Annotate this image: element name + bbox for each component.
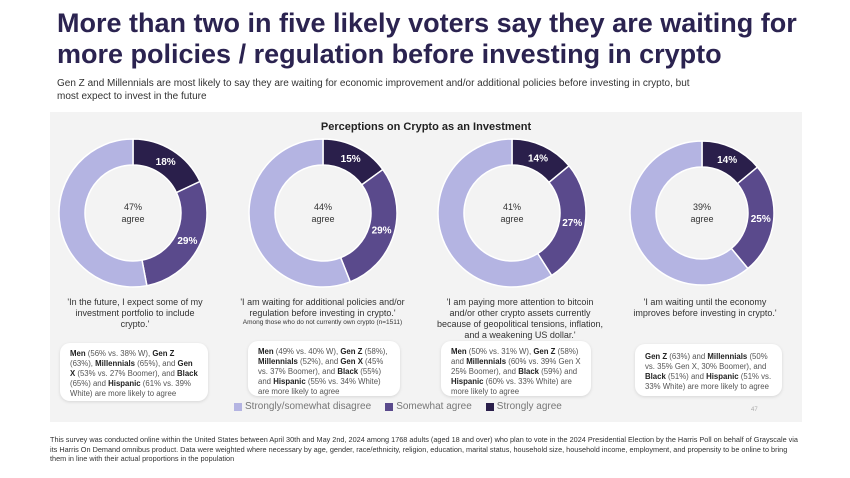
box-text: (51% vs. 33% White) are more likely to a…: [645, 372, 772, 391]
box-text: Hispanic: [706, 372, 739, 381]
donut-slice-strongly-somewhat-disagree: [248, 138, 352, 288]
box-text: (60% vs. 33% White) are more likely to a…: [451, 377, 572, 396]
box-text: (61% vs. 39% White) are more likely to a…: [70, 379, 191, 398]
box-text: (52%), and: [297, 357, 341, 366]
box-text: Gen Z: [645, 352, 668, 361]
insight-box-1: Men (56% vs. 38% W), Gen Z (63%), Millen…: [60, 343, 208, 401]
box-text: Gen X: [70, 359, 193, 378]
chart-title: Perceptions on Crypto as an Investment: [320, 121, 532, 133]
center-label-percent: 44%: [314, 202, 332, 212]
box-text: Men: [70, 349, 86, 358]
box-text: Millennials: [707, 352, 748, 361]
legend-label: Strongly agree: [496, 401, 562, 412]
box-text: Black: [645, 372, 666, 381]
legend-label: Strongly/somewhat disagree: [245, 401, 372, 412]
insight-box-3: Men (50% vs. 31% W), Gen Z (58%) and Mil…: [441, 341, 591, 396]
box-text: (63%),: [70, 359, 96, 368]
box-text: (53% vs. 27% Boomer), and: [75, 369, 178, 378]
legend-item-somewhat: Somewhat agree: [385, 401, 472, 412]
quote-text: 'I am waiting until the economy improves…: [633, 297, 777, 318]
box-text: (58%) and: [451, 347, 579, 366]
page-number: 47: [751, 407, 758, 413]
legend-swatch: [385, 402, 394, 411]
center-label-percent: 39%: [693, 202, 711, 212]
legend-swatch: [485, 402, 494, 411]
box-text: Men: [258, 347, 274, 356]
quote-note: Among those who do not currently own cry…: [242, 319, 403, 326]
box-text: Men: [451, 347, 467, 356]
footer-note: This survey was conducted online within …: [50, 435, 798, 463]
data-label: 18%: [156, 157, 176, 168]
data-label: 27%: [562, 218, 582, 229]
box-text: Black: [518, 367, 539, 376]
box-text: Millennials: [258, 357, 298, 366]
box-text: Gen X: [340, 357, 363, 366]
quote-4: 'I am waiting until the economy improves…: [625, 297, 785, 319]
box-text: (58%),: [362, 347, 388, 356]
box-text: Millennials: [466, 357, 507, 366]
box-text: Hispanic: [451, 377, 484, 386]
center-label-percent: 41%: [503, 202, 521, 212]
insight-box-4: Gen Z (63%) and Millennials (50% vs. 35%…: [635, 344, 782, 396]
box-text: (59%) and: [539, 367, 578, 376]
box-text: (45% vs. 37% Boomer), and: [258, 357, 384, 376]
donut-slice-strongly-somewhat-disagree: [629, 140, 749, 286]
box-text: (56% vs. 38% W),: [85, 349, 153, 358]
box-text: (49% vs. 40% W),: [273, 347, 341, 356]
box-text: Gen Z: [533, 347, 556, 356]
box-text: (60% vs. 39% Gen X 25% Boomer), and: [451, 357, 581, 376]
center-label-percent: 47%: [124, 202, 142, 212]
data-label: 29%: [177, 236, 197, 247]
legend-swatch: [234, 402, 242, 411]
box-text: Millennials: [95, 359, 136, 368]
box-text: (65%), and: [135, 359, 178, 368]
box-text: Hispanic: [273, 377, 306, 386]
legend-label: Somewhat agree: [396, 401, 472, 412]
quote-text: 'I am waiting for additional policies an…: [240, 297, 405, 318]
quote-2: 'I am waiting for additional policies an…: [230, 297, 415, 327]
box-text: (55%) and: [258, 367, 382, 386]
quote-3: 'I am paying more attention to bitcoin a…: [435, 297, 605, 341]
data-label: 14%: [528, 153, 548, 164]
box-text: Hispanic: [108, 379, 141, 388]
legend-item-disagree: Strongly/somewhat disagree: [234, 401, 371, 412]
data-label: 29%: [372, 226, 392, 237]
donut-slice-strongly-somewhat-disagree: [437, 138, 553, 288]
legend-item-strongly: Strongly agree: [485, 401, 562, 412]
data-label: 15%: [341, 154, 361, 165]
quote-text: 'In the future, I expect some of my inve…: [67, 297, 203, 329]
quote-text: 'I am paying more attention to bitcoin a…: [436, 297, 604, 340]
box-text: (63%) and: [667, 352, 708, 361]
box-text: Gen Z: [152, 349, 175, 358]
box-text: Black: [177, 369, 198, 378]
center-label-word: agree: [121, 214, 144, 224]
box-text: Gen Z: [340, 347, 363, 356]
box-text: (50% vs. 31% W),: [466, 347, 534, 356]
center-label-word: agree: [311, 214, 334, 224]
box-text: Black: [337, 367, 359, 376]
donut-slice-somewhat-agree: [141, 180, 208, 287]
insight-box-2: Men (49% vs. 40% W), Gen Z (58%), Millen…: [248, 341, 400, 396]
legend: Strongly/somewhat disagree Somewhat agre…: [234, 401, 562, 412]
center-label-word: agree: [690, 214, 713, 224]
box-text: (50% vs. 35% Gen X, 30% Boomer), and: [645, 352, 768, 371]
box-text: (55% vs. 34% White) are more likely to a…: [258, 377, 381, 396]
donut-slice-strongly-somewhat-disagree: [58, 138, 148, 288]
data-label: 14%: [717, 155, 737, 166]
box-text: (51%) and: [665, 372, 707, 381]
quote-1: 'In the future, I expect some of my inve…: [60, 297, 210, 330]
page-title: More than two in five likely voters say …: [57, 8, 797, 69]
subtitle: Gen Z and Millennials are most likely to…: [57, 78, 690, 102]
center-label-word: agree: [500, 214, 523, 224]
data-label: 25%: [751, 214, 771, 225]
box-text: (65%) and: [70, 379, 109, 388]
